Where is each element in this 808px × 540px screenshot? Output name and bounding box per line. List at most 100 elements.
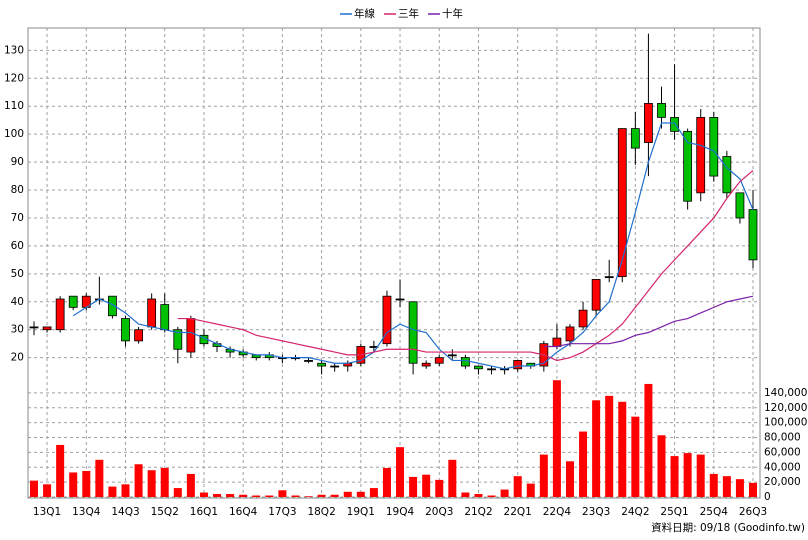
candle-body bbox=[42, 326, 52, 331]
candle-body bbox=[578, 309, 588, 328]
volume-bar bbox=[199, 492, 208, 497]
candle-body bbox=[395, 298, 405, 301]
candle-body bbox=[173, 329, 183, 350]
candle-body bbox=[186, 318, 196, 353]
volume-bar bbox=[291, 495, 300, 497]
x-tick-label: 23Q3 bbox=[582, 506, 610, 518]
candle-body bbox=[160, 304, 170, 331]
candle-body bbox=[709, 116, 719, 177]
volume-bar bbox=[382, 467, 391, 497]
volume-bar bbox=[722, 476, 731, 497]
volume-bar bbox=[513, 476, 522, 497]
x-tick-label: 20Q3 bbox=[425, 506, 453, 518]
volume-bar bbox=[735, 479, 744, 497]
volume-bar bbox=[500, 489, 509, 497]
volume-bar bbox=[147, 470, 156, 497]
y-tick-label: 100 bbox=[4, 128, 24, 140]
candle-body bbox=[644, 103, 653, 143]
candle-body bbox=[134, 329, 143, 342]
volume-bar bbox=[448, 459, 457, 497]
volume-bar bbox=[160, 467, 169, 497]
candle-body bbox=[748, 209, 758, 261]
volume-bar bbox=[82, 470, 91, 497]
x-tick-label: 24Q2 bbox=[621, 506, 649, 518]
volume-bar bbox=[435, 479, 444, 497]
y-tick-label: 90 bbox=[11, 156, 24, 168]
candle-body bbox=[617, 128, 627, 278]
candle-body bbox=[382, 295, 392, 345]
candle-body bbox=[474, 365, 483, 370]
x-tick-label: 14Q3 bbox=[111, 506, 139, 518]
candle-body bbox=[68, 295, 78, 308]
candle-body bbox=[591, 279, 601, 311]
x-tick-label: 25Q1 bbox=[660, 506, 688, 518]
candle-body bbox=[108, 295, 117, 317]
volume-bar bbox=[56, 444, 65, 497]
volume-bar bbox=[749, 482, 757, 497]
volume-bar bbox=[644, 383, 653, 497]
volume-bar bbox=[631, 416, 640, 497]
x-tick-label: 22Q1 bbox=[504, 506, 532, 518]
volume-bar bbox=[265, 495, 274, 497]
volume-bar bbox=[239, 494, 248, 497]
candle-body bbox=[408, 301, 418, 364]
candle-body bbox=[657, 103, 666, 118]
volume-bar bbox=[683, 453, 692, 497]
y2-tick-label: 0 bbox=[764, 491, 771, 503]
volume-bar bbox=[108, 486, 117, 497]
x-tick-label: 17Q3 bbox=[268, 506, 296, 518]
volume-bar bbox=[409, 476, 418, 497]
candle-body bbox=[565, 326, 575, 342]
x-tick-label: 26Q3 bbox=[739, 506, 767, 518]
ma-line bbox=[72, 122, 754, 370]
x-tick-label: 21Q2 bbox=[464, 506, 492, 518]
volume-bar bbox=[278, 490, 287, 497]
volume-bar bbox=[121, 484, 130, 497]
volume-bar bbox=[709, 473, 718, 497]
volume-bar bbox=[343, 491, 352, 497]
candle-body bbox=[683, 130, 693, 202]
candle-body bbox=[604, 276, 614, 279]
candle-body bbox=[513, 360, 523, 370]
volume-bar bbox=[539, 454, 548, 497]
y-tick-label: 30 bbox=[11, 324, 24, 336]
volume-bar bbox=[579, 431, 588, 497]
y2-tick-label: 100,000 bbox=[764, 417, 807, 429]
y2-tick-label: 80,000 bbox=[764, 432, 801, 444]
volume-bar bbox=[487, 495, 496, 497]
x-tick-label: 16Q4 bbox=[229, 506, 258, 518]
y-tick-label: 130 bbox=[4, 44, 24, 56]
volume-bar bbox=[69, 472, 78, 497]
volume-bar bbox=[605, 395, 614, 497]
volume-bar bbox=[369, 488, 378, 497]
candle-body bbox=[121, 318, 130, 342]
x-tick-label: 19Q4 bbox=[386, 506, 415, 518]
y2-tick-label: 60,000 bbox=[764, 446, 801, 458]
ma-line bbox=[543, 295, 754, 348]
legend-label: 年線 bbox=[354, 7, 375, 20]
volume-bar bbox=[526, 483, 535, 497]
ma-line bbox=[177, 170, 754, 362]
volume-bar bbox=[696, 454, 705, 497]
x-tick-label: 22Q4 bbox=[543, 506, 572, 518]
candle-body bbox=[330, 365, 340, 368]
volume-bar bbox=[670, 456, 679, 497]
candle-body bbox=[487, 368, 496, 371]
candle-body bbox=[670, 116, 679, 132]
y2-tick-label: 20,000 bbox=[764, 476, 801, 488]
source: 資料日期: 09/18 (Goodinfo.tw) bbox=[651, 521, 805, 534]
y-tick-label: 60 bbox=[11, 240, 24, 252]
candle-body bbox=[29, 326, 39, 329]
candle-body bbox=[552, 337, 562, 347]
y-tick-label: 50 bbox=[11, 268, 24, 280]
candle-body bbox=[630, 128, 640, 149]
volume-bar bbox=[330, 494, 339, 497]
y-tick-label: 80 bbox=[11, 184, 24, 196]
candle-body bbox=[447, 354, 457, 357]
y2-tick-label: 40,000 bbox=[764, 461, 801, 473]
volume-bar bbox=[552, 380, 561, 497]
candle-body bbox=[317, 362, 327, 367]
x-tick-label: 13Q1 bbox=[33, 506, 61, 518]
x-tick-label: 18Q2 bbox=[307, 506, 335, 518]
